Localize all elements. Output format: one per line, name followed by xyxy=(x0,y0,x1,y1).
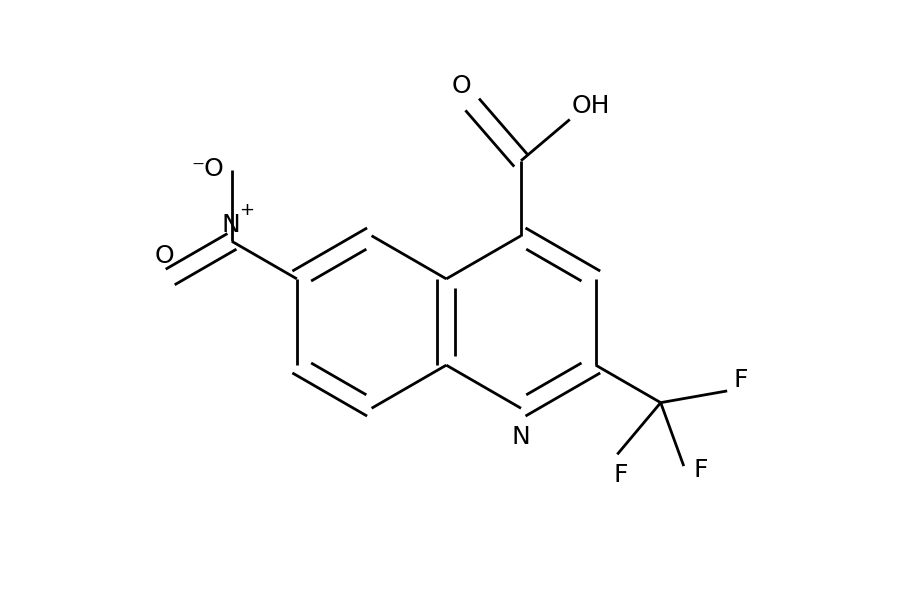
Text: N: N xyxy=(512,425,530,449)
Text: OH: OH xyxy=(572,94,610,118)
Text: F: F xyxy=(733,368,748,392)
Text: F: F xyxy=(693,458,707,482)
Text: F: F xyxy=(614,464,628,488)
Text: O: O xyxy=(451,74,471,98)
Text: ⁻O: ⁻O xyxy=(192,157,224,181)
Text: N: N xyxy=(221,213,240,237)
Text: O: O xyxy=(154,244,174,268)
Text: +: + xyxy=(240,201,254,219)
